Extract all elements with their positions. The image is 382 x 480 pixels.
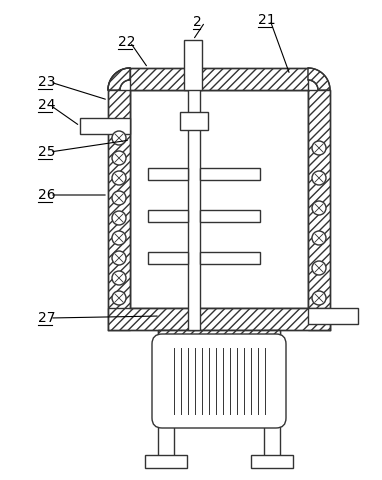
- Circle shape: [312, 231, 326, 245]
- Circle shape: [312, 261, 326, 275]
- Bar: [200, 252, 260, 264]
- Bar: [130, 90, 308, 308]
- Bar: [108, 308, 330, 330]
- Circle shape: [312, 291, 326, 305]
- Text: 24: 24: [38, 98, 55, 112]
- Circle shape: [112, 271, 126, 285]
- Bar: [148, 210, 188, 222]
- Circle shape: [112, 191, 126, 205]
- Circle shape: [312, 201, 326, 215]
- Bar: [145, 455, 187, 468]
- Text: 27: 27: [38, 311, 55, 325]
- Bar: [184, 40, 202, 90]
- Bar: [251, 455, 293, 468]
- Bar: [308, 90, 330, 330]
- Bar: [148, 252, 188, 264]
- Bar: [188, 88, 200, 330]
- Circle shape: [312, 171, 326, 185]
- Polygon shape: [108, 68, 130, 90]
- Bar: [200, 210, 260, 222]
- Text: 22: 22: [118, 35, 136, 49]
- Text: 26: 26: [38, 188, 56, 202]
- Polygon shape: [308, 68, 330, 90]
- Bar: [158, 330, 174, 460]
- Circle shape: [112, 291, 126, 305]
- Text: 21: 21: [258, 13, 276, 27]
- Circle shape: [112, 171, 126, 185]
- Circle shape: [112, 211, 126, 225]
- Circle shape: [112, 131, 126, 145]
- Bar: [180, 112, 208, 130]
- Bar: [80, 118, 130, 134]
- FancyBboxPatch shape: [152, 334, 286, 428]
- Bar: [158, 330, 280, 344]
- Text: 2: 2: [193, 15, 202, 29]
- Circle shape: [112, 151, 126, 165]
- Circle shape: [312, 141, 326, 155]
- Circle shape: [112, 231, 126, 245]
- Circle shape: [112, 251, 126, 265]
- Bar: [130, 68, 308, 90]
- Bar: [108, 90, 130, 330]
- Bar: [200, 168, 260, 180]
- Bar: [264, 330, 280, 460]
- Text: 23: 23: [38, 75, 55, 89]
- Bar: [148, 168, 188, 180]
- Bar: [308, 308, 358, 324]
- Text: 25: 25: [38, 145, 55, 159]
